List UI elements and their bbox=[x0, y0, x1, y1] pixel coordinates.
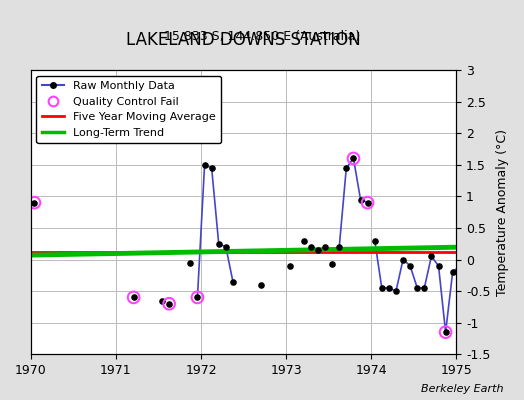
Point bbox=[193, 294, 202, 301]
Y-axis label: Temperature Anomaly (°C): Temperature Anomaly (°C) bbox=[496, 129, 509, 296]
Point bbox=[257, 282, 266, 288]
Point bbox=[165, 300, 173, 307]
Point bbox=[208, 165, 216, 171]
Point bbox=[307, 244, 315, 250]
Point bbox=[356, 196, 365, 203]
Point bbox=[370, 237, 379, 244]
Point bbox=[200, 162, 209, 168]
Point bbox=[427, 253, 435, 260]
Point bbox=[186, 260, 194, 266]
Point bbox=[350, 155, 358, 162]
Legend: Raw Monthly Data, Quality Control Fail, Five Year Moving Average, Long-Term Tren: Raw Monthly Data, Quality Control Fail, … bbox=[37, 76, 222, 143]
Point bbox=[392, 288, 400, 294]
Point bbox=[406, 263, 414, 269]
Point bbox=[286, 263, 294, 269]
Point bbox=[441, 329, 450, 335]
Point bbox=[30, 200, 39, 206]
Point bbox=[399, 256, 407, 263]
Text: 15.833 S, 144.850 E (Australia): 15.833 S, 144.850 E (Australia) bbox=[164, 30, 360, 43]
Point bbox=[314, 247, 322, 253]
Point bbox=[413, 285, 421, 291]
Point bbox=[30, 200, 39, 206]
Point bbox=[158, 297, 166, 304]
Point bbox=[300, 237, 308, 244]
Point bbox=[129, 294, 138, 301]
Point bbox=[328, 261, 336, 267]
Point bbox=[129, 294, 138, 301]
Point bbox=[342, 165, 351, 171]
Point bbox=[350, 155, 358, 162]
Title: LAKELAND DOWNS STATION: LAKELAND DOWNS STATION bbox=[126, 31, 361, 49]
Point bbox=[363, 200, 372, 206]
Point bbox=[449, 269, 457, 275]
Point bbox=[228, 278, 237, 285]
Point bbox=[463, 174, 471, 180]
Point bbox=[420, 285, 429, 291]
Point bbox=[335, 244, 343, 250]
Point bbox=[455, 263, 464, 269]
Point bbox=[434, 263, 443, 269]
Point bbox=[193, 294, 202, 301]
Point bbox=[321, 244, 329, 250]
Point bbox=[222, 244, 230, 250]
Point bbox=[378, 285, 386, 291]
Point bbox=[463, 174, 471, 180]
Point bbox=[214, 240, 223, 247]
Point bbox=[165, 300, 173, 307]
Point bbox=[385, 285, 393, 291]
Point bbox=[363, 200, 372, 206]
Text: Berkeley Earth: Berkeley Earth bbox=[421, 384, 503, 394]
Point bbox=[441, 329, 450, 335]
